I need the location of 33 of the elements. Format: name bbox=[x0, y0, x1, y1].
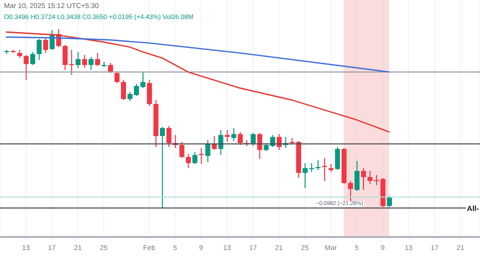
candlestick bbox=[166, 126, 172, 148]
candlestick bbox=[386, 196, 392, 208]
candlestick bbox=[224, 129, 230, 142]
candlestick bbox=[192, 151, 198, 164]
candlestick bbox=[43, 37, 48, 54]
candlestick bbox=[212, 136, 217, 151]
candlestick bbox=[257, 132, 262, 160]
candlestick bbox=[361, 168, 366, 190]
candlestick bbox=[218, 129, 224, 156]
candlestick bbox=[121, 80, 126, 101]
candlestick bbox=[186, 153, 191, 169]
candlestick bbox=[114, 71, 120, 84]
candlestick bbox=[108, 62, 114, 74]
candlestick bbox=[250, 132, 256, 147]
candlestick bbox=[24, 54, 29, 81]
candlestick bbox=[335, 146, 340, 171]
candlestick bbox=[82, 54, 88, 69]
candlestick bbox=[179, 141, 184, 159]
candlestick bbox=[205, 139, 210, 162]
candlestick bbox=[322, 158, 328, 182]
candlestick bbox=[198, 148, 204, 164]
candlestick bbox=[30, 51, 36, 66]
candlestick bbox=[276, 134, 282, 151]
candlestick bbox=[316, 160, 321, 171]
candlestick bbox=[354, 160, 360, 192]
candlestick bbox=[95, 52, 100, 67]
candlestick bbox=[36, 38, 42, 60]
candlestick bbox=[238, 131, 243, 146]
candlestick bbox=[231, 127, 236, 142]
candlestick bbox=[160, 126, 165, 208]
candlestick bbox=[88, 56, 94, 70]
candlestick bbox=[146, 80, 152, 106]
candlestick bbox=[76, 51, 81, 69]
